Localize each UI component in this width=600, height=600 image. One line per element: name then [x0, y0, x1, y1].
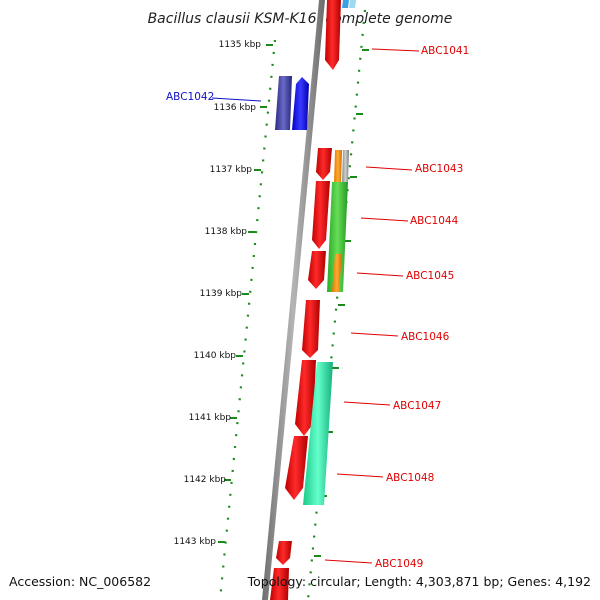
- gene-ABC1043-arrow[interactable]: [316, 148, 349, 182]
- scale-label-1143: 1143 kbp: [174, 537, 217, 547]
- scale-label-1135: 1135 kbp: [219, 40, 262, 50]
- scale-label-1139: 1139 kbp: [200, 289, 243, 299]
- genome-summary-text: Topology: circular; Length: 4,303,871 bp…: [247, 574, 591, 589]
- gene-ABC1044-arrow[interactable]: [312, 181, 348, 292]
- gene-ABC1041-arrow[interactable]: [325, 0, 356, 70]
- genome-title: Bacillus clausii KSM-K16, complete genom…: [148, 11, 453, 27]
- gene-label-text[interactable]: ABC1042: [166, 91, 214, 103]
- gene-ABC1049-arrow[interactable]: [270, 541, 292, 600]
- gene-label-ABC1048[interactable]: ABC1048: [336, 472, 434, 484]
- scale-label-1137: 1137 kbp: [210, 165, 253, 175]
- gene-label-text[interactable]: ABC1047: [393, 400, 441, 412]
- scale-label-1138: 1138 kbp: [205, 227, 248, 237]
- gene-ABC1042-arrow[interactable]: [275, 76, 309, 130]
- gene-label-ABC1043[interactable]: ABC1043: [365, 163, 463, 175]
- gene-label-ABC1047[interactable]: ABC1047: [343, 400, 441, 412]
- gene-label-ABC1041[interactable]: ABC1041: [371, 45, 469, 57]
- gene-label-ABC1042[interactable]: ABC1042: [166, 91, 262, 103]
- gene-label-text[interactable]: ABC1049: [375, 558, 423, 570]
- gene-label-text[interactable]: ABC1043: [415, 163, 463, 175]
- accession-text: Accession: NC_006582: [9, 574, 151, 589]
- gene-label-text[interactable]: ABC1046: [401, 331, 450, 343]
- gene-label-ABC1044[interactable]: ABC1044: [360, 215, 459, 227]
- gene-label-ABC1049[interactable]: ABC1049: [324, 558, 423, 570]
- gene-ABC1046-arrow[interactable]: [302, 300, 320, 358]
- scale-track-left: [218, 39, 277, 600]
- scale-label-1140: 1140 kbp: [194, 351, 237, 361]
- gene-label-text[interactable]: ABC1044: [410, 215, 459, 227]
- gene-ABC1047-arrow[interactable]: [295, 360, 333, 505]
- scale-major-ticks-left: [218, 44, 273, 543]
- scale-label-1141: 1141 kbp: [189, 413, 232, 423]
- gene-ABC1045-arrow[interactable]: [308, 251, 342, 292]
- gene-label-text[interactable]: ABC1048: [386, 472, 434, 484]
- gene-ABC1048-arrow[interactable]: [285, 436, 308, 500]
- gene-label-ABC1046[interactable]: ABC1046: [350, 331, 450, 343]
- gene-label-ABC1045[interactable]: ABC1045: [356, 270, 454, 282]
- scale-label-1142: 1142 kbp: [184, 475, 227, 485]
- genome-backbone: [262, 0, 325, 600]
- scale-label-1136: 1136 kbp: [214, 103, 257, 113]
- gene-label-text[interactable]: ABC1041: [421, 45, 469, 57]
- gene-label-text[interactable]: ABC1045: [406, 270, 454, 282]
